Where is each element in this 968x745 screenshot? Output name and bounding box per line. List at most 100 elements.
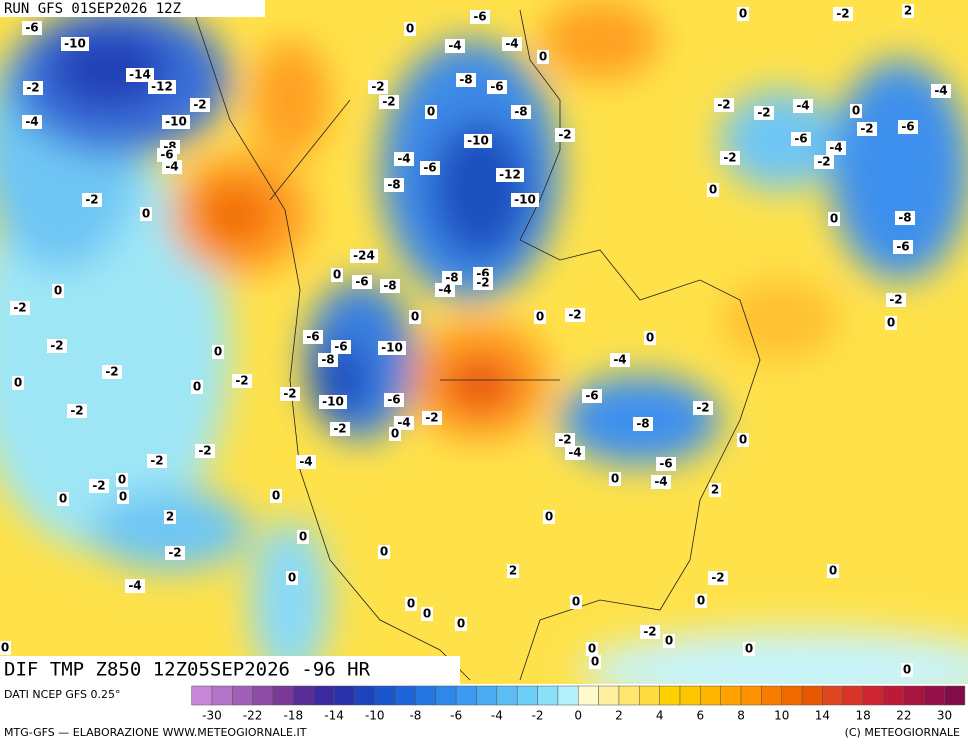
run-title: RUN GFS 01SEP2026 12Z	[4, 1, 181, 17]
contour-label-box	[902, 4, 914, 18]
contour-label: -4	[165, 160, 178, 174]
contour-label: -6	[901, 120, 914, 134]
colorbar-swatch	[903, 685, 925, 706]
contour-label-box	[737, 7, 749, 21]
contour-label: -14	[129, 68, 151, 82]
contour-label-box	[445, 39, 465, 53]
contour-label-box	[582, 389, 602, 403]
contour-label: 0	[214, 345, 222, 359]
contour-label-box	[82, 193, 102, 207]
contour-label: -6	[160, 148, 173, 162]
contour-label-box	[893, 240, 913, 254]
colorbar-swatch	[720, 685, 742, 706]
contour-label: -10	[467, 134, 489, 148]
contour-label: -6	[387, 393, 400, 407]
contour-label-box	[384, 393, 404, 407]
contour-label: -6	[490, 80, 503, 94]
contour-label: -2	[568, 308, 581, 322]
contour-label-box	[140, 207, 152, 221]
contour-label: -2	[235, 374, 248, 388]
contour-label: -8	[636, 417, 649, 431]
contour-label-box	[633, 417, 653, 431]
contour-label-box	[303, 330, 323, 344]
colorbar-swatch	[578, 685, 599, 706]
data-source: DATI NCEP GFS 0.25°	[4, 688, 121, 701]
contour-label-box	[190, 98, 210, 112]
contour-label-box	[828, 212, 840, 226]
contour-label: -2	[558, 433, 571, 447]
contour-label-box	[565, 308, 585, 322]
contour-label: -2	[50, 339, 63, 353]
colorbar-swatch	[455, 685, 477, 706]
contour-label-box	[537, 50, 549, 64]
contour-label-box	[67, 404, 87, 418]
contour-label: 0	[697, 594, 705, 608]
contour-label: 0	[380, 545, 388, 559]
colorbar-tick-label: -6	[450, 709, 462, 723]
contour-label: -4	[654, 475, 667, 489]
contour-label: 0	[665, 634, 673, 648]
contour-label: -6	[896, 240, 909, 254]
contour-label-box	[368, 80, 388, 94]
contour-label: 0	[406, 22, 414, 36]
contour-label: 0	[457, 617, 465, 631]
contour-label-box	[827, 564, 839, 578]
colorbar-swatch	[740, 685, 762, 706]
contour-label: -8	[445, 271, 458, 285]
contour-label-box	[331, 268, 343, 282]
colorbar-tick-label: -4	[491, 709, 503, 723]
contour-label: 0	[1, 641, 9, 655]
contour-label: 0	[288, 571, 296, 585]
colorbar-tick-label: 6	[697, 709, 705, 723]
contour-label-box	[901, 663, 913, 677]
coastline	[189, 0, 761, 681]
contour-label: -2	[757, 106, 770, 120]
contour-label: -2	[283, 387, 296, 401]
contour-label-box	[331, 340, 351, 354]
contour-label-box	[708, 571, 728, 585]
contour-label: -2	[333, 422, 346, 436]
colorbar-swatch	[435, 685, 457, 706]
map-field	[0, 0, 968, 684]
contour-label-box	[895, 211, 915, 225]
contour-label-box	[543, 510, 555, 524]
contour-label: -8	[321, 353, 334, 367]
contour-label: 2	[711, 483, 719, 497]
contour-label: -2	[371, 80, 384, 94]
contour-label-box	[743, 642, 755, 656]
contour-label: -4	[25, 115, 38, 129]
contour-label-box	[162, 160, 182, 174]
colorbar-swatch	[923, 685, 945, 706]
colorbar-tick-label: -2	[532, 709, 544, 723]
contour-label-box	[52, 284, 64, 298]
contour-label: 0	[193, 380, 201, 394]
contour-label: -2	[476, 276, 489, 290]
contour-label-box	[148, 80, 176, 94]
contour-label: -6	[25, 21, 38, 35]
colorbar-swatch	[842, 685, 864, 706]
contour-label: 0	[59, 492, 67, 506]
colorbar-swatch	[415, 685, 437, 706]
contour-label: 0	[423, 607, 431, 621]
contour-label-box	[280, 387, 300, 401]
contour-label: -4	[505, 37, 518, 51]
colorbar-swatch	[374, 685, 396, 706]
contour-label-box	[212, 345, 224, 359]
contour-label: 0	[572, 595, 580, 609]
contour-label-box	[442, 271, 462, 285]
contour-label: -8	[514, 105, 527, 119]
colorbar-tick-label: 0	[574, 709, 582, 723]
contour-label: -4	[568, 446, 581, 460]
contour-label-box	[409, 310, 421, 324]
contour-label-box	[270, 489, 282, 503]
contour-label: 0	[411, 310, 419, 324]
contour-label: -2	[198, 444, 211, 458]
contour-label: -6	[355, 275, 368, 289]
contour-label-box	[456, 73, 476, 87]
colorbar-swatch	[944, 685, 966, 706]
contour-label: -6	[585, 389, 598, 403]
contour-label: -2	[105, 365, 118, 379]
contour-label-box	[126, 68, 154, 82]
contour-label-box	[102, 365, 122, 379]
